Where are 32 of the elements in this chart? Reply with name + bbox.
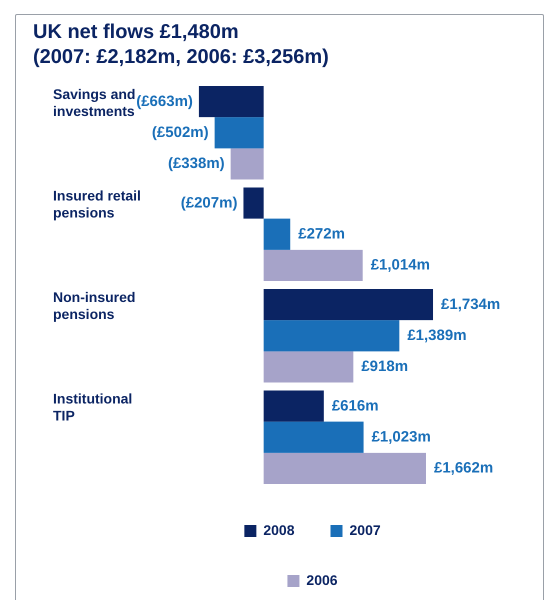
bar bbox=[264, 351, 354, 382]
data-label: £1,734m bbox=[441, 296, 500, 313]
data-label: (£338m) bbox=[168, 155, 225, 172]
data-label: (£663m) bbox=[136, 92, 193, 110]
data-label: (£502m) bbox=[152, 124, 209, 141]
y-tick-label: Savings and investments bbox=[53, 86, 136, 119]
bar bbox=[264, 320, 400, 352]
y-tick-label: Institutional TIP bbox=[53, 390, 132, 424]
bar bbox=[264, 452, 426, 484]
data-label: £616m bbox=[332, 397, 379, 414]
data-label: £272m bbox=[298, 225, 345, 242]
data-label: (£207m) bbox=[180, 194, 238, 212]
data-label: £1,389m bbox=[407, 326, 467, 344]
legend-label: 2006 bbox=[306, 572, 338, 588]
chart-title: UK net flows £1,480m (2007: £2,182m, 2006: £3,256m) bbox=[33, 20, 329, 70]
data-label: £918m bbox=[361, 358, 408, 376]
y-tick-label: Non-insured pensions bbox=[53, 288, 136, 322]
bar bbox=[264, 422, 364, 453]
data-label: £1,014m bbox=[370, 256, 430, 274]
y-tick-label: Insured retail pensions bbox=[53, 187, 141, 220]
bar bbox=[214, 117, 264, 148]
bar bbox=[198, 86, 264, 118]
bar bbox=[264, 218, 290, 250]
legend-label: 2008 bbox=[263, 522, 295, 538]
bar bbox=[264, 289, 434, 320]
data-label: £1,662m bbox=[434, 460, 494, 477]
bar bbox=[264, 250, 363, 281]
bar bbox=[264, 390, 324, 422]
bar bbox=[230, 148, 264, 180]
bar bbox=[243, 188, 264, 219]
legend-label: 2007 bbox=[350, 522, 381, 538]
data-label: £1,023m bbox=[372, 428, 431, 446]
